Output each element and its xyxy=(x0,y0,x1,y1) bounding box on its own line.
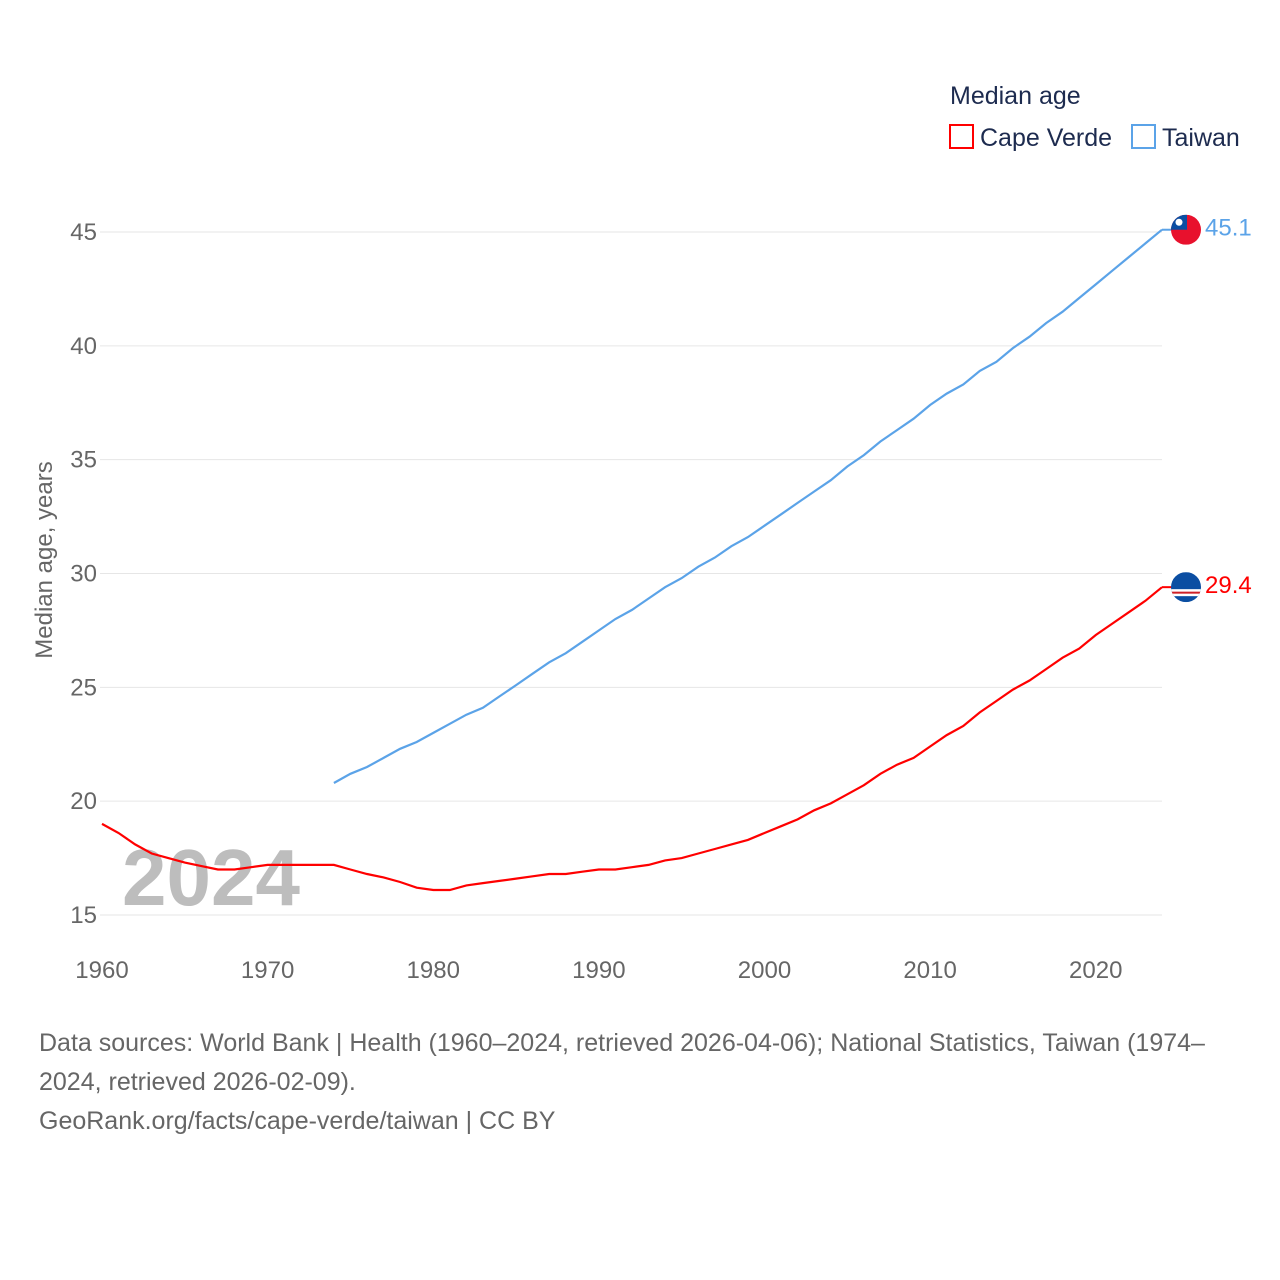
series-line-cape-verde[interactable] xyxy=(101,586,1163,892)
x-tick-label: 2020 xyxy=(1069,957,1122,984)
legend-swatch xyxy=(1131,124,1156,149)
x-tick-label: 1990 xyxy=(572,957,625,984)
y-tick-label: 45 xyxy=(70,219,97,246)
y-tick-label: 20 xyxy=(70,788,97,815)
y-tick-label: 25 xyxy=(70,674,97,701)
end-value-label: 29.4 xyxy=(1205,572,1252,599)
legend-item-cape-verde[interactable]: Cape Verde xyxy=(949,124,1112,152)
line-chart: 15 20 25 30 35 40 45 1960 1970 1980 1990 2000 2010 20… xyxy=(31,82,1252,984)
x-tick-label: 1970 xyxy=(241,957,294,984)
y-tick-label: 35 xyxy=(70,447,97,474)
x-tick-label: 1960 xyxy=(75,957,128,984)
legend-label: Taiwan xyxy=(1162,124,1240,152)
legend-label: Cape Verde xyxy=(980,124,1112,152)
x-tick-label: 2000 xyxy=(738,957,791,984)
y-tick-label: 30 xyxy=(70,561,97,588)
series-line-taiwan[interactable] xyxy=(333,228,1163,784)
y-axis-label: Median age, years xyxy=(31,461,58,658)
data-sources: Data sources: World Bank | Health (1960–… xyxy=(39,1029,1205,1096)
footer: Data sources: World Bank | Health (1960–… xyxy=(39,1024,1254,1141)
cape-verde-flag-icon xyxy=(1171,572,1201,603)
legend-swatch xyxy=(949,124,974,149)
x-tick-label: 1980 xyxy=(407,957,460,984)
end-value-label: 45.1 xyxy=(1205,215,1252,242)
x-tick-label: 2010 xyxy=(903,957,956,984)
credit-link[interactable]: GeoRank.org/facts/cape-verde/taiwan | CC… xyxy=(39,1107,556,1135)
y-tick-label: 15 xyxy=(70,902,97,929)
year-watermark: 2024 xyxy=(122,833,300,922)
legend-title: Median age xyxy=(950,82,1081,110)
y-tick-label: 40 xyxy=(70,333,97,360)
taiwan-flag-icon xyxy=(1171,214,1201,245)
legend-item-taiwan[interactable]: Taiwan xyxy=(1131,124,1240,152)
